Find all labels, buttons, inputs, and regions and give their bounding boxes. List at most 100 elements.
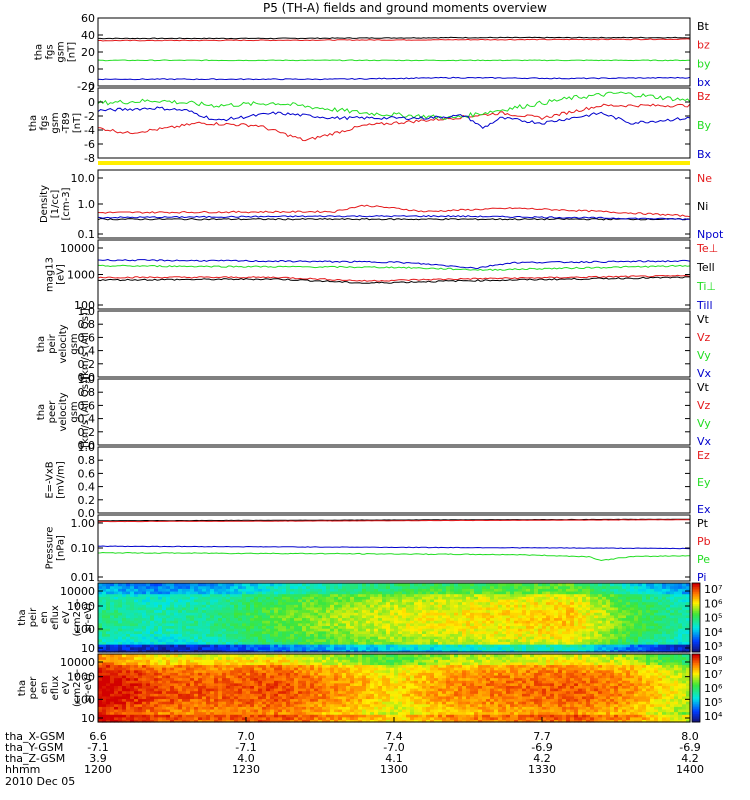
spectrogram-cell xyxy=(182,636,187,640)
spectrogram-cell xyxy=(254,596,259,600)
spectrogram-cell xyxy=(438,585,443,589)
spectrogram-cell xyxy=(582,649,587,653)
spectrogram-cell xyxy=(554,630,559,635)
spectrogram-cell xyxy=(650,612,655,616)
spectrogram-cell xyxy=(178,703,183,707)
spectrogram-cell xyxy=(342,617,347,621)
spectrogram-cell xyxy=(222,706,227,710)
spectrogram-cell xyxy=(494,601,499,605)
spectrogram-cell xyxy=(662,598,667,603)
spectrogram-cell xyxy=(202,649,207,653)
spectrogram-cell xyxy=(662,638,667,642)
spectrogram-cell xyxy=(194,719,199,723)
spectrogram-cell xyxy=(178,622,183,627)
spectrogram-cell xyxy=(198,698,203,702)
spectrogram-cell xyxy=(266,614,271,619)
spectrogram-cell xyxy=(194,667,199,671)
spectrogram-cell xyxy=(194,701,199,705)
spectrogram-cell xyxy=(134,630,139,635)
spectrogram-cell xyxy=(630,590,635,595)
spectrogram-cell xyxy=(274,590,279,595)
spectrogram-cell xyxy=(666,620,671,624)
spectrogram-cell xyxy=(670,590,675,595)
spectrogram-cell xyxy=(274,633,279,637)
spectrogram-cell xyxy=(378,614,383,619)
spectrogram-cell xyxy=(182,641,187,645)
spectrogram-cell xyxy=(290,620,295,624)
spectrogram-cell xyxy=(154,598,159,603)
spectrogram-cell xyxy=(378,583,383,587)
spectrogram-cell xyxy=(414,625,419,629)
spectrogram-cell xyxy=(314,633,319,637)
spectrogram-cell xyxy=(106,617,111,621)
spectrogram-cell xyxy=(126,617,131,621)
spectrogram-cell xyxy=(554,612,559,616)
spectrogram-cell xyxy=(346,590,351,595)
spectrogram-cell xyxy=(166,685,171,689)
spectrogram-cell xyxy=(270,588,275,592)
spectrogram-cell xyxy=(102,672,107,676)
y-axis-label: fgs xyxy=(45,44,56,59)
spectrogram-cell xyxy=(150,636,155,640)
spectrogram-cell xyxy=(98,609,103,613)
spectrogram-cell xyxy=(438,638,443,642)
spectrogram-cell xyxy=(330,644,335,648)
spectrogram-cell xyxy=(190,601,195,605)
spectrogram-cell xyxy=(178,646,183,650)
spectrogram-cell xyxy=(434,588,439,592)
spectrogram-cell xyxy=(110,641,115,645)
spectrogram-cell xyxy=(494,638,499,642)
spectrogram-cell xyxy=(602,622,607,627)
spectrogram-cell xyxy=(642,649,647,653)
spectrogram-cell xyxy=(130,614,135,619)
spectrogram-cell xyxy=(646,598,651,603)
spectrogram-cell xyxy=(146,698,151,702)
spectrogram-cell xyxy=(586,609,591,613)
spectrogram-cell xyxy=(290,585,295,589)
spectrogram-cell xyxy=(198,585,203,589)
spectrogram-cell xyxy=(226,695,231,700)
spectrogram-cell xyxy=(478,612,483,616)
spectrogram-cell xyxy=(566,646,571,650)
spectrogram-cell xyxy=(630,604,635,608)
spectrogram-cell xyxy=(590,614,595,619)
colorbar-segment xyxy=(692,636,700,639)
spectrogram-cell xyxy=(502,630,507,635)
spectrogram-cell xyxy=(318,614,323,619)
spectrogram-cell xyxy=(198,669,203,673)
spectrogram-cell xyxy=(514,636,519,640)
spectrogram-cell xyxy=(566,614,571,619)
spectrogram-cell xyxy=(522,638,527,642)
spectrogram-cell xyxy=(174,588,179,592)
spectrogram-cell xyxy=(622,620,627,624)
spectrogram-cell xyxy=(670,601,675,605)
spectrogram-cell xyxy=(310,622,315,627)
spectrogram-cell xyxy=(142,633,147,637)
spectrogram-cell xyxy=(150,667,155,671)
spectrogram-cell xyxy=(222,701,227,705)
spectrogram-cell xyxy=(206,672,211,676)
spectrogram-cell xyxy=(122,698,127,702)
spectrogram-cell xyxy=(674,638,679,642)
spectrogram-cell xyxy=(226,638,231,642)
spectrogram-cell xyxy=(410,620,415,624)
spectrogram-cell xyxy=(650,644,655,648)
spectrogram-cell xyxy=(198,677,203,681)
spectrogram-cell xyxy=(418,617,423,621)
spectrogram-cell xyxy=(354,598,359,603)
spectrogram-cell xyxy=(134,636,139,640)
spectrogram-cell xyxy=(598,646,603,650)
spectrogram-cell xyxy=(158,583,163,587)
spectrogram-cell xyxy=(230,703,235,707)
spectrogram-cell xyxy=(630,628,635,632)
spectrogram-cell xyxy=(334,620,339,624)
spectrogram-cell xyxy=(250,630,255,635)
spectrogram-cell xyxy=(666,606,671,611)
spectrogram-cell xyxy=(346,617,351,621)
legend-entry: by xyxy=(697,57,711,70)
spectrogram-cell xyxy=(526,596,531,600)
spectrogram-cell xyxy=(266,596,271,600)
spectrogram-cell xyxy=(182,703,187,707)
spectrogram-cell xyxy=(106,625,111,629)
spectrogram-cell xyxy=(186,659,191,663)
